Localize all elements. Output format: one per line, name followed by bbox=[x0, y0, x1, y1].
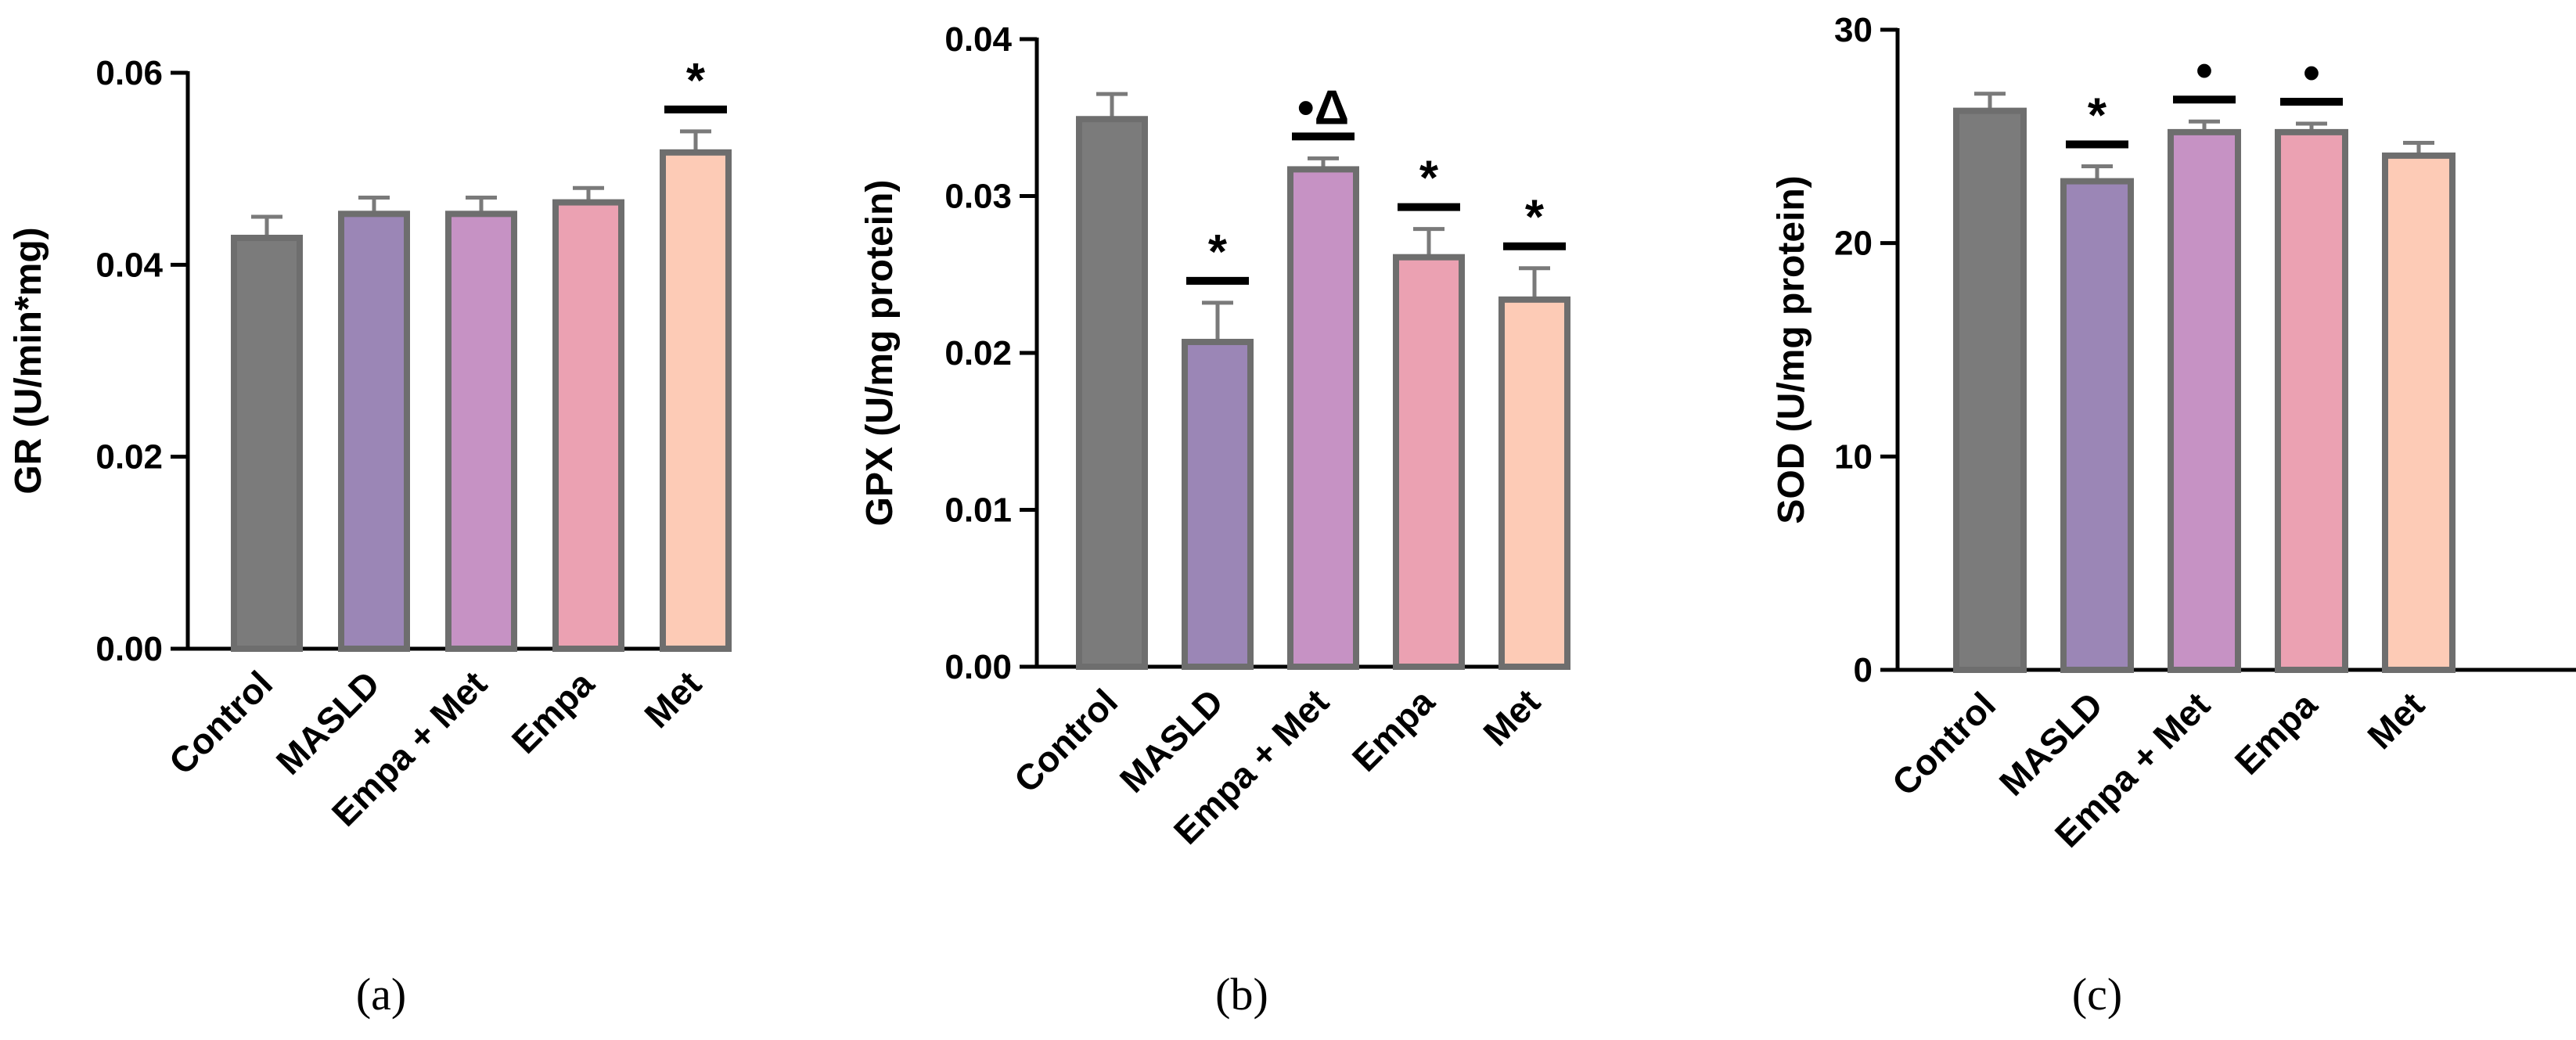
panel-label: (c) bbox=[2072, 969, 2122, 1020]
bar-control bbox=[231, 234, 303, 652]
y-axis-label: GPX (U/mg protein) bbox=[859, 180, 901, 527]
y-tick-label: 0.02 bbox=[944, 334, 1012, 372]
y-tick-label: 30 bbox=[1834, 11, 1873, 49]
significance-marker: • bbox=[2196, 44, 2213, 98]
x-tick-label: Met bbox=[2359, 684, 2432, 757]
x-tick-label: Empa bbox=[1344, 681, 1443, 779]
panel-label: (b) bbox=[1215, 969, 1268, 1020]
y-tick-label: 20 bbox=[1834, 225, 1873, 263]
bar-empa bbox=[552, 199, 624, 653]
panel-label: (a) bbox=[356, 969, 406, 1020]
chart-panel-2: 0.00 0.01 0.02 0.03 0.04 GPX (U/mg protein) Co… bbox=[859, 20, 1570, 1020]
bar-met bbox=[2382, 152, 2455, 673]
y-tick-label: 0.03 bbox=[944, 178, 1012, 216]
y-axis-label: GR (U/min*mg) bbox=[8, 227, 49, 494]
significance-marker: * bbox=[686, 54, 706, 108]
bar-empa-met bbox=[1287, 166, 1359, 671]
x-tick-label: Control bbox=[1006, 681, 1125, 800]
bar-control bbox=[1953, 107, 2027, 673]
y-tick-label: 0.06 bbox=[95, 54, 163, 92]
y-tick-label: 0.00 bbox=[95, 630, 163, 668]
y-tick-label: 0.04 bbox=[95, 246, 163, 284]
x-tick-label: Control bbox=[161, 663, 280, 782]
x-tick-label: Empa bbox=[2227, 684, 2326, 783]
y-tick-label: 10 bbox=[1834, 437, 1873, 476]
significance-marker: •Δ bbox=[1297, 81, 1349, 135]
y-tick-label: 0.01 bbox=[944, 491, 1012, 530]
bar-empa-met bbox=[445, 211, 517, 652]
y-tick-label: 0 bbox=[1854, 651, 1873, 689]
significance-marker: • bbox=[2303, 46, 2320, 100]
bar-masld bbox=[2060, 178, 2134, 674]
bar-empa-met bbox=[2168, 128, 2241, 673]
bar-met bbox=[660, 149, 732, 652]
y-tick-label: 0.02 bbox=[95, 438, 163, 477]
significance-marker: * bbox=[1208, 225, 1228, 279]
significance-marker: * bbox=[1525, 191, 1545, 245]
x-tick-label: Met bbox=[1475, 681, 1548, 754]
y-axis-label: SOD (U/mg protein) bbox=[1771, 175, 1812, 524]
significance-marker: * bbox=[2088, 89, 2107, 143]
bar-control bbox=[1076, 116, 1148, 670]
bar-met bbox=[1498, 296, 1570, 670]
bar-masld bbox=[338, 211, 410, 652]
x-tick-label: Met bbox=[636, 663, 709, 736]
y-tick-label: 0.00 bbox=[944, 648, 1012, 686]
bar-masld bbox=[1182, 338, 1254, 670]
significance-marker: * bbox=[1419, 152, 1439, 206]
x-tick-label: Control bbox=[1884, 684, 2003, 803]
y-tick-label: 0.04 bbox=[944, 20, 1012, 59]
bar-empa bbox=[1393, 254, 1465, 670]
bar-empa bbox=[2275, 128, 2348, 673]
x-tick-label: Empa bbox=[504, 663, 603, 761]
